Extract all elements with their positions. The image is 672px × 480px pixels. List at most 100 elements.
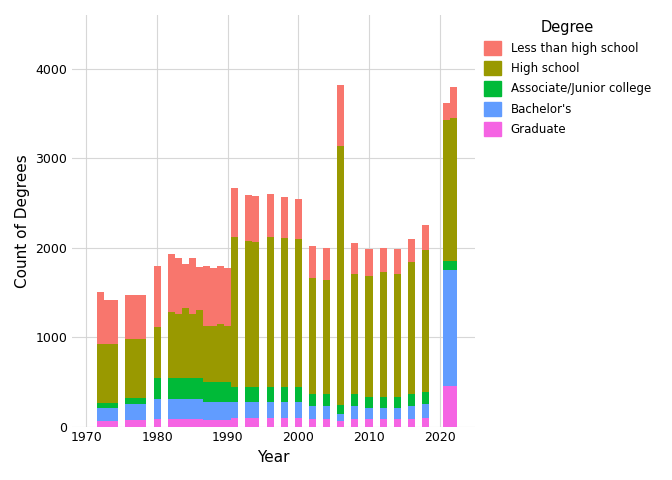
Bar <box>153 327 161 378</box>
Bar <box>210 420 217 427</box>
Bar <box>182 378 189 399</box>
Bar <box>309 246 316 278</box>
Bar <box>132 404 139 420</box>
Bar <box>175 420 182 427</box>
Bar <box>196 420 203 427</box>
Bar <box>217 420 224 427</box>
Bar <box>394 249 401 274</box>
Bar <box>210 268 217 326</box>
Bar <box>394 397 401 408</box>
Bar <box>394 274 401 397</box>
Bar <box>351 406 358 419</box>
Bar <box>175 399 182 420</box>
Bar <box>253 402 259 418</box>
Bar <box>104 421 111 427</box>
Bar <box>267 402 274 418</box>
Bar <box>196 378 203 399</box>
Bar <box>210 382 217 402</box>
Bar <box>217 324 224 382</box>
Bar <box>443 386 450 427</box>
Bar <box>189 399 196 420</box>
Bar <box>97 408 104 421</box>
Bar <box>97 344 104 403</box>
Bar <box>295 418 302 427</box>
Bar <box>196 267 203 310</box>
Bar <box>231 237 239 387</box>
Bar <box>450 261 457 270</box>
Bar <box>245 402 253 418</box>
Bar <box>132 398 139 404</box>
Bar <box>111 421 118 427</box>
Bar <box>443 270 450 386</box>
Bar <box>125 339 132 398</box>
Bar <box>337 405 344 414</box>
Bar <box>422 404 429 418</box>
Bar <box>175 258 182 314</box>
Bar <box>132 339 139 398</box>
Bar <box>167 378 175 399</box>
Bar <box>231 387 239 402</box>
Bar <box>125 420 132 427</box>
Bar <box>281 387 288 402</box>
Bar <box>189 258 196 314</box>
X-axis label: Year: Year <box>257 450 290 465</box>
Bar <box>366 420 372 427</box>
Bar <box>422 392 429 404</box>
Bar <box>323 280 330 395</box>
Bar <box>366 408 372 420</box>
Bar <box>175 378 182 399</box>
Bar <box>450 386 457 427</box>
Bar <box>97 403 104 408</box>
Bar <box>132 420 139 427</box>
Y-axis label: Count of Degrees: Count of Degrees <box>15 154 30 288</box>
Bar <box>253 387 259 402</box>
Bar <box>203 265 210 326</box>
Bar <box>182 399 189 420</box>
Bar <box>231 418 239 427</box>
Bar <box>295 387 302 402</box>
Bar <box>203 402 210 420</box>
Bar <box>217 265 224 324</box>
Bar <box>231 402 239 418</box>
Bar <box>380 272 386 397</box>
Bar <box>111 408 118 421</box>
Bar <box>366 397 372 408</box>
Bar <box>408 419 415 427</box>
Bar <box>323 248 330 280</box>
Bar <box>408 262 415 395</box>
Bar <box>422 250 429 392</box>
Bar <box>245 195 253 241</box>
Bar <box>380 408 386 420</box>
Bar <box>203 382 210 402</box>
Legend: Less than high school, High school, Associate/Junior college, Bachelor's, Gradua: Less than high school, High school, Asso… <box>479 15 656 141</box>
Bar <box>245 387 253 402</box>
Bar <box>153 399 161 420</box>
Bar <box>167 399 175 420</box>
Bar <box>281 402 288 418</box>
Bar <box>97 292 104 344</box>
Bar <box>309 406 316 419</box>
Bar <box>125 295 132 339</box>
Bar <box>224 420 231 427</box>
Bar <box>189 314 196 378</box>
Bar <box>139 404 146 420</box>
Bar <box>450 86 457 118</box>
Bar <box>309 395 316 406</box>
Bar <box>323 419 330 427</box>
Bar <box>111 403 118 408</box>
Bar <box>217 402 224 420</box>
Bar <box>139 420 146 427</box>
Bar <box>323 395 330 406</box>
Bar <box>380 248 386 272</box>
Bar <box>408 395 415 406</box>
Bar <box>309 278 316 395</box>
Bar <box>267 237 274 387</box>
Bar <box>203 420 210 427</box>
Bar <box>196 310 203 378</box>
Bar <box>125 398 132 404</box>
Bar <box>224 402 231 420</box>
Bar <box>111 344 118 403</box>
Bar <box>139 339 146 398</box>
Bar <box>167 312 175 378</box>
Bar <box>104 300 111 344</box>
